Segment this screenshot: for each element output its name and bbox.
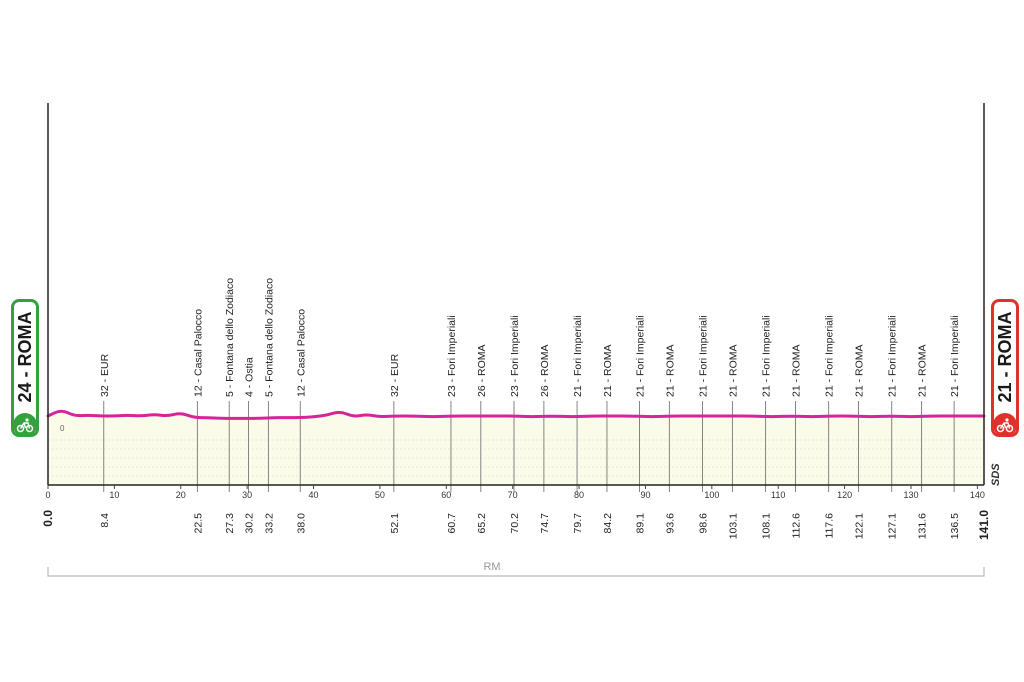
waypoint-label: 5 - Fontana dello Zodiaco	[224, 278, 236, 397]
profile-fill-layer	[48, 411, 984, 485]
x-tick-label: 120	[837, 490, 852, 500]
sds-logo: SDS	[990, 463, 1002, 486]
axis-layer	[47, 103, 985, 486]
x-tick-label: 20	[176, 490, 186, 500]
km-label: 122.1	[854, 513, 866, 539]
x-tick-label: 100	[704, 490, 719, 500]
cyclist-finish-icon	[993, 413, 1017, 437]
waypoint-label: 21 - ROMA	[664, 344, 676, 397]
finish-badge: 21 - ROMA	[991, 299, 1019, 437]
x-tick-label: 50	[375, 490, 385, 500]
km-label: 141.0	[977, 510, 991, 540]
waypoint-label: 23 - Fori Imperiali	[446, 315, 458, 397]
km-label: 108.1	[761, 513, 773, 539]
waypoint-label: 26 - ROMA	[476, 344, 488, 397]
km-label: 84.2	[602, 513, 614, 534]
x-tick-label: 60	[441, 490, 451, 500]
waypoint-label: 32 - EUR	[389, 353, 401, 397]
waypoint-label: 21 - Fori Imperiali	[761, 315, 773, 397]
waypoint-label: 21 - Fori Imperiali	[634, 315, 646, 397]
x-tick-label: 130	[903, 490, 918, 500]
waypoint-label: 32 - EUR	[99, 353, 111, 397]
waypoint-label: 21 - ROMA	[727, 344, 739, 397]
km-label: 136.5	[949, 513, 961, 539]
waypoint-label: 5 - Fontana dello Zodiaco	[263, 278, 275, 397]
waypoint-label: 4 - Ostia	[243, 357, 255, 397]
x-tick-label: 0	[45, 490, 50, 500]
x-tick-label: 40	[309, 490, 319, 500]
km-label: 98.6	[698, 513, 710, 534]
km-label: 22.5	[192, 513, 204, 534]
start-badge: 24 - ROMA	[11, 299, 39, 437]
km-label: 89.1	[634, 513, 646, 534]
waypoint-label: 21 - ROMA	[602, 344, 614, 397]
waypoint-layer: 32 - EUR 12 - Casal Palocco 5 - Fontana de…	[99, 278, 961, 492]
km-label: 103.1	[727, 513, 739, 539]
x-tick-label: 30	[242, 490, 252, 500]
waypoint-label: 21 - ROMA	[917, 344, 929, 397]
province-label: RM	[483, 561, 500, 573]
km-label: 0.0	[41, 510, 55, 527]
km-label: 65.2	[476, 513, 488, 534]
waypoint-label: 23 - Fori Imperiali	[509, 315, 521, 397]
km-label: 127.1	[887, 513, 899, 539]
x-tick-label: 80	[574, 490, 584, 500]
start-label: 24 - ROMA	[15, 311, 35, 403]
x-tick-layer: 0 10 20 30 40 50 60 70 80 90 100 110 120 130 140	[45, 485, 985, 500]
cyclist-start-icon	[13, 413, 37, 437]
waypoint-label: 21 - Fori Imperiali	[698, 315, 710, 397]
x-tick-label: 140	[970, 490, 985, 500]
waypoint-label: 26 - ROMA	[539, 344, 551, 397]
km-label: 131.6	[917, 513, 929, 539]
waypoint-label: 21 - ROMA	[854, 344, 866, 397]
profile-line-layer	[46, 409, 986, 420]
km-label: 70.2	[509, 513, 521, 534]
waypoint-label: 21 - Fori Imperiali	[572, 315, 584, 397]
profile-line	[46, 409, 986, 420]
grid-layer	[48, 439, 984, 477]
x-tick-label: 110	[771, 490, 785, 500]
elevation-zero-label: 0	[60, 424, 65, 433]
waypoint-label: 21 - Fori Imperiali	[949, 315, 961, 397]
x-tick-label: 10	[109, 490, 119, 500]
x-tick-label: 90	[640, 490, 650, 500]
km-label: 117.6	[824, 513, 836, 539]
profile-fill	[48, 411, 984, 485]
waypoint-label: 21 - ROMA	[790, 344, 802, 397]
waypoint-label: 21 - Fori Imperiali	[824, 315, 836, 397]
km-label: 60.7	[446, 513, 458, 534]
km-label: 38.0	[295, 513, 307, 534]
km-label: 79.7	[572, 513, 584, 534]
km-label: 8.4	[99, 513, 111, 528]
province-bracket-layer: RM 0	[47, 424, 985, 577]
km-label-layer: 0.0 8.4 22.5 27.3 30.2 33.2 38.0 52.1 60.7 65.2 70…	[41, 510, 991, 540]
km-label: 27.3	[224, 513, 236, 534]
waypoint-label: 12 - Casal Palocco	[192, 309, 204, 397]
km-label: 74.7	[539, 513, 551, 534]
km-label: 112.6	[790, 513, 802, 539]
km-label: 93.6	[664, 513, 676, 534]
km-label: 30.2	[243, 513, 255, 534]
km-label: 52.1	[389, 513, 401, 534]
x-tick-label: 70	[508, 490, 518, 500]
km-label: 33.2	[263, 513, 275, 534]
province-bracket	[47, 567, 985, 577]
finish-label: 21 - ROMA	[995, 311, 1015, 403]
waypoint-label: 21 - Fori Imperiali	[887, 315, 899, 397]
waypoint-label: 12 - Casal Palocco	[295, 309, 307, 397]
